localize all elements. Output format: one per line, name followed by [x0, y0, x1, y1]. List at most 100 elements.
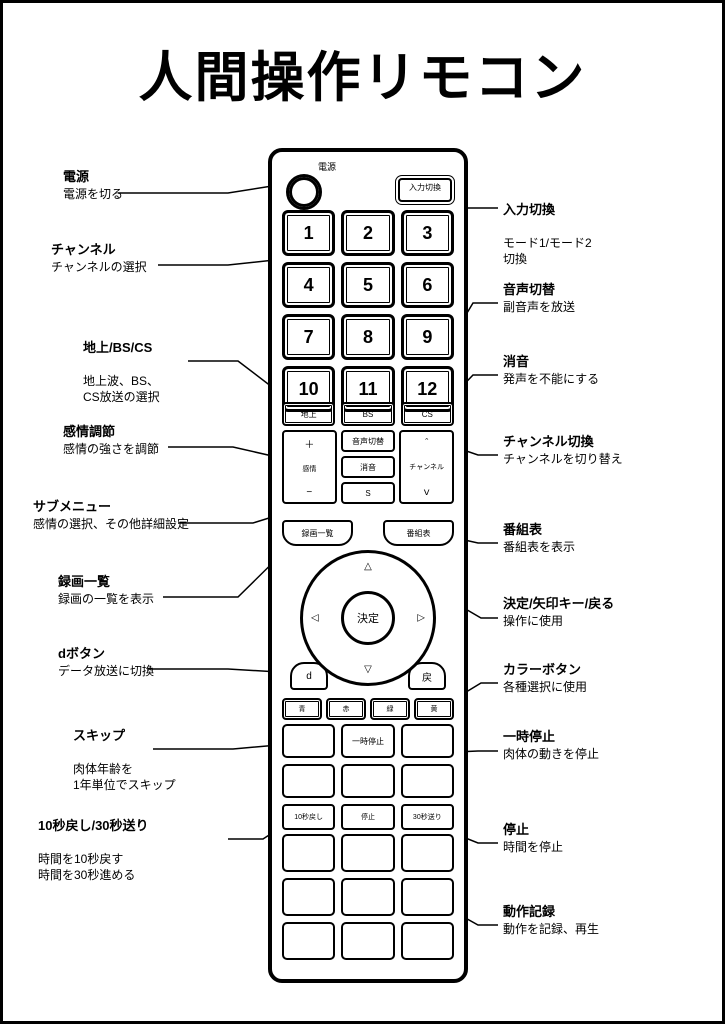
- callout-desc: 肉体の動きを停止: [503, 747, 599, 761]
- ch-label: チャンネル: [409, 462, 444, 472]
- callout-title: スキップ: [73, 727, 176, 745]
- callout-title: 音声切替: [503, 281, 575, 299]
- color-yellow[interactable]: 黄: [414, 698, 454, 720]
- ok-button[interactable]: 決定: [341, 591, 395, 645]
- guide-button[interactable]: 番組表: [383, 520, 454, 546]
- mid-controls: ＋ 感情 − 音声切替 ＾ チャンネル ｖ 消音 S: [282, 430, 454, 504]
- color-blue[interactable]: 青: [282, 698, 322, 720]
- bottom-btn-2[interactable]: [341, 834, 394, 872]
- num-8[interactable]: 8: [341, 314, 394, 360]
- callout-desc: 操作に使用: [503, 614, 563, 628]
- callout-tuner: 地上/BS/CS 地上波、BS、 CS放送の選択: [83, 323, 160, 405]
- callout-desc: 時間を停止: [503, 840, 563, 854]
- num-5[interactable]: 5: [341, 262, 394, 308]
- bottom-btn-5[interactable]: [341, 878, 394, 916]
- callout-title: チャンネル: [51, 241, 147, 259]
- rec-guide-row: 録画一覧 番組表: [282, 520, 454, 546]
- num-9[interactable]: 9: [401, 314, 454, 360]
- callout-desc: モード1/モード2 切換: [503, 236, 592, 266]
- color-green[interactable]: 緑: [370, 698, 410, 720]
- callout-pause: 一時停止 肉体の動きを停止: [503, 728, 599, 762]
- callout-okarrow: 決定/矢印キー/戻る 操作に使用: [503, 595, 614, 629]
- tuner-cs[interactable]: CS: [401, 402, 454, 426]
- bottom-btn-6[interactable]: [401, 878, 454, 916]
- stop-button[interactable]: 停止: [341, 804, 394, 830]
- tuner-terrestrial[interactable]: 地上: [282, 402, 335, 426]
- callout-title: カラーボタン: [503, 661, 587, 679]
- arrow-up-icon: △: [364, 561, 372, 572]
- callout-desc: 感情の強さを調節: [63, 442, 159, 456]
- arrow-right-icon: ▷: [417, 613, 425, 624]
- callout-rewfwd: 10秒戻し/30秒送り 時間を10秒戻す 時間を30秒進める: [38, 801, 149, 883]
- rec-list-button[interactable]: 録画一覧: [282, 520, 353, 546]
- callout-reclist: 録画一覧 録画の一覧を表示: [58, 573, 154, 607]
- mute-button[interactable]: 消音: [341, 456, 396, 478]
- tuner-bs[interactable]: BS: [341, 402, 394, 426]
- tuner-row: 地上 BS CS: [282, 402, 454, 426]
- callout-desc: 副音声を放送: [503, 300, 575, 314]
- callout-desc: チャンネルの選択: [51, 260, 147, 274]
- s-button[interactable]: S: [341, 482, 396, 504]
- callout-title: 決定/矢印キー/戻る: [503, 595, 614, 613]
- emotion-label: 感情: [302, 464, 316, 474]
- emotion-rocker[interactable]: ＋ 感情 −: [282, 430, 337, 504]
- num-2[interactable]: 2: [341, 210, 394, 256]
- forward-30s-button[interactable]: 30秒送り: [401, 804, 454, 830]
- callout-title: 一時停止: [503, 728, 599, 746]
- color-red[interactable]: 赤: [326, 698, 366, 720]
- callout-guide: 番組表 番組表を表示: [503, 521, 575, 555]
- callout-power: 電源 電源を切る: [63, 168, 123, 202]
- callout-mute: 消音 発声を不能にする: [503, 353, 599, 387]
- callout-dbtn: dボタン データ放送に切換: [58, 645, 154, 679]
- ch-up-icon: ＾: [422, 436, 432, 451]
- play-cell-6[interactable]: [401, 764, 454, 798]
- arrow-left-icon: ◁: [311, 613, 319, 624]
- bottom-btn-4[interactable]: [282, 878, 335, 916]
- skip-fwd-button[interactable]: [401, 724, 454, 758]
- callout-title: 10秒戻し/30秒送り: [38, 817, 149, 835]
- time-skip-row: 10秒戻し 停止 30秒送り: [282, 804, 454, 830]
- emotion-plus: ＋: [304, 436, 314, 451]
- callout-chswitch: チャンネル切換 チャンネルを切り替え: [503, 433, 623, 467]
- color-button-row: 青 赤 緑 黄: [282, 698, 454, 720]
- pause-button[interactable]: 一時停止: [341, 724, 394, 758]
- play-cell-4[interactable]: [282, 764, 335, 798]
- num-6[interactable]: 6: [401, 262, 454, 308]
- d-button[interactable]: d: [290, 662, 328, 690]
- callout-desc: チャンネルを切り替え: [503, 452, 623, 466]
- callout-title: 入力切換: [503, 201, 592, 219]
- num-3[interactable]: 3: [401, 210, 454, 256]
- page: 人間操作リモコン 電源 入力切換 1 2 3: [0, 0, 725, 1024]
- callout-channel: チャンネル チャンネルの選択: [51, 241, 147, 275]
- input-switch-button[interactable]: 入力切換: [398, 178, 452, 202]
- number-pad: 1 2 3 4 5 6 7 8 9 10 11 12: [282, 210, 454, 412]
- callout-title: 動作記録: [503, 903, 599, 921]
- skip-back-button[interactable]: [282, 724, 335, 758]
- num-7[interactable]: 7: [282, 314, 335, 360]
- bottom-btn-3[interactable]: [401, 834, 454, 872]
- back-button[interactable]: 戻: [408, 662, 446, 690]
- rewind-10s-button[interactable]: 10秒戻し: [282, 804, 335, 830]
- callout-color: カラーボタン 各種選択に使用: [503, 661, 587, 695]
- power-button[interactable]: [286, 174, 322, 210]
- callout-desc: 時間を10秒戻す 時間を30秒進める: [38, 852, 135, 882]
- bottom-btn-9[interactable]: [401, 922, 454, 960]
- emotion-minus: −: [306, 487, 312, 498]
- callout-audio: 音声切替 副音声を放送: [503, 281, 575, 315]
- bottom-btn-7[interactable]: [282, 922, 335, 960]
- callout-submenu: サブメニュー 感情の選択、その他詳細設定: [33, 498, 189, 532]
- bottom-btn-8[interactable]: [341, 922, 394, 960]
- callout-title: サブメニュー: [33, 498, 189, 516]
- playback-grid: 一時停止: [282, 724, 454, 798]
- callout-desc: 発声を不能にする: [503, 372, 599, 386]
- channel-rocker[interactable]: ＾ チャンネル ｖ: [399, 430, 454, 504]
- num-4[interactable]: 4: [282, 262, 335, 308]
- audio-switch-button[interactable]: 音声切替: [341, 430, 396, 452]
- callout-desc: 肉体年齢を 1年単位でスキップ: [73, 762, 176, 792]
- bottom-btn-1[interactable]: [282, 834, 335, 872]
- callout-desc: 地上波、BS、 CS放送の選択: [83, 374, 160, 404]
- callout-input: 入力切換 モード1/モード2 切換: [503, 185, 592, 267]
- play-cell-5[interactable]: [341, 764, 394, 798]
- callout-desc: 録画の一覧を表示: [58, 592, 154, 606]
- num-1[interactable]: 1: [282, 210, 335, 256]
